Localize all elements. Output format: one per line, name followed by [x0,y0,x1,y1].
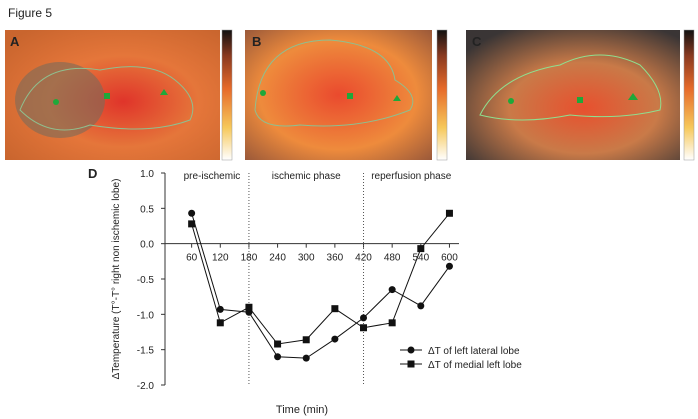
roi-marker [260,90,266,96]
panel-label: B [252,34,261,49]
roi-marker [104,93,110,99]
x-tick-label: 360 [327,253,344,264]
panel-label: A [10,34,20,49]
roi-marker [393,95,401,101]
color-bar [436,29,448,161]
marker [302,354,310,362]
phase-label: reperfusion phase [371,171,451,182]
lobe-outline [19,66,194,131]
x-tick-label: 120 [212,253,229,264]
x-tick-label: 600 [441,253,458,264]
phase-label: pre-ischemic [184,171,241,182]
marker [417,302,425,310]
x-tick-label: 300 [298,253,315,264]
x-tick-label: 60 [186,253,198,264]
x-axis-label: Time (min) [276,404,328,416]
marker [274,340,282,348]
marker [188,209,196,217]
thermal-image [245,30,432,160]
x-tick-label: 240 [269,253,286,264]
roi-marker [347,93,353,99]
panel-label: C [472,34,482,49]
marker [407,346,415,354]
x-tick-label: 180 [241,253,258,264]
legend-label: ΔT of medial left lobe [428,360,522,371]
phase-label: ischemic phase [272,171,341,182]
marker [360,314,368,322]
y-tick-label: -1.0 [137,310,155,321]
marker [216,305,224,313]
marker [360,324,368,332]
y-tick-label: -1.5 [137,346,155,357]
color-bar [683,29,695,161]
y-tick-label: 0.5 [140,204,154,215]
marker [407,360,415,368]
figure-label: Figure 5 [8,6,52,20]
marker [216,319,224,327]
panel-label: D [88,166,97,181]
lobe-outline [479,54,662,121]
roi-marker [577,97,583,103]
marker [245,303,253,311]
legend-label: ΔT of left lateral lobe [428,346,520,357]
x-tick-label: 420 [355,253,372,264]
series-line [191,212,450,345]
chart: D -2.0 -1.5 -1.0 -0.5 0.0 0.5 1.0 60 120 180 240 30… [88,166,522,416]
roi-marker [628,93,638,100]
color-bar [221,29,233,161]
marker [331,335,339,343]
marker [302,336,310,344]
marker [445,209,453,217]
y-tick-label: -2.0 [137,381,155,392]
lobe [15,62,105,138]
marker [331,305,339,313]
lobe-outline [254,39,414,127]
y-tick-label: 0.0 [140,240,154,251]
thermal-image [466,30,680,160]
roi-marker [508,98,514,104]
marker [188,220,196,228]
roi-marker [53,99,59,105]
marker [388,319,396,327]
series-line [191,213,450,359]
marker [274,353,282,361]
marker [417,245,425,253]
y-tick-label: -0.5 [137,275,155,286]
marker [445,262,453,270]
y-axis-label: ΔTemperature (T°-T° right non ischemic l… [111,179,122,380]
marker [388,286,396,294]
x-tick-label: 480 [384,253,401,264]
x-tick-label: 540 [412,253,429,264]
roi-marker [160,89,168,95]
y-tick-label: 1.0 [140,169,154,180]
